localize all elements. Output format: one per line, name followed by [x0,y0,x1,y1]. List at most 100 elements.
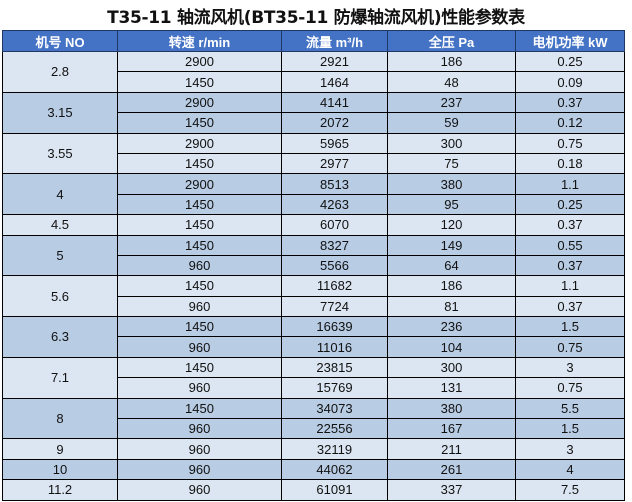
flow-cell: 2921 [281,50,388,73]
pressure-cell: 131 [387,377,516,399]
model-no-cell: 11.2 [2,479,118,501]
speed-cell: 1450 [117,234,282,256]
speed-cell: 1450 [117,356,282,379]
speed-cell: 1450 [117,214,282,236]
flow-cell: 15769 [281,377,388,399]
table-row: 4 2900 8513 380 1.1 [2,173,625,216]
flow-cell: 6070 [281,214,388,236]
pressure-cell: 337 [387,479,516,501]
speed-cell: 960 [117,479,282,501]
flow-cell: 34073 [281,397,388,420]
power-cell: 0.37 [515,254,625,277]
table-row: 1450 1464 48 0.09 [3,71,625,93]
pressure-cell: 380 [387,173,516,195]
speed-cell: 1450 [117,193,282,216]
pressure-cell: 149 [387,234,516,256]
power-cell: 0.37 [515,295,625,318]
speed-cell: 1450 [117,71,282,93]
performance-table: 机号 NO 转速 r/min 流量 m³/h 全压 Pa 电机功率 kW 2.8… [2,30,625,501]
table-row: 11.2 960 61091 337 7.5 [2,479,625,501]
pressure-cell: 186 [387,275,516,297]
power-cell: 0.25 [515,50,625,73]
model-no-cell: 6.3 [2,316,118,358]
power-cell: 1.1 [515,275,625,297]
pressure-cell: 104 [387,336,516,358]
table-row: 960 11016 104 0.75 [3,336,625,358]
power-cell: 7.5 [515,479,625,501]
pressure-cell: 300 [387,356,516,379]
speed-cell: 2900 [117,91,282,114]
speed-cell: 1450 [117,275,282,297]
power-cell: 5.5 [515,397,625,420]
model-no-cell: 4.5 [2,214,118,236]
pressure-cell: 186 [387,50,516,73]
pressure-cell: 59 [387,112,516,134]
power-cell: 0.12 [515,112,625,134]
model-no-cell: 9 [2,438,118,460]
power-cell: 0.18 [515,152,625,175]
speed-cell: 960 [117,418,282,440]
table-row: 3.15 2900 4141 237 0.37 [2,91,625,134]
power-cell: 0.75 [515,377,625,399]
table-row: 2.8 2900 2921 186 0.25 [2,50,625,93]
model-no-cell: 7.1 [2,356,118,399]
power-cell: 0.75 [515,132,625,154]
table-row: 8 1450 34073 380 5.5 [2,397,625,440]
header-model-no: 机号 NO [2,30,118,52]
model-no-cell: 10 [2,458,118,481]
flow-cell: 5965 [281,132,388,154]
header-pressure: 全压 Pa [387,30,516,52]
power-cell: 0.09 [515,71,625,93]
power-cell: 0.25 [515,193,625,216]
power-cell: 3 [515,438,625,460]
pressure-cell: 48 [387,71,516,93]
power-cell: 4 [515,458,625,481]
power-cell: 1.5 [515,316,625,338]
speed-cell: 2900 [117,132,282,154]
model-no-cell: 5 [2,234,118,277]
pressure-cell: 261 [387,458,516,481]
table-row: 7.1 1450 23815 300 3 [2,356,625,399]
model-no-cell: 4 [2,173,118,216]
table-row: 6.3 1450 16639 236 1.5 [2,316,625,358]
table-row: 10 960 44062 261 4 [2,458,625,481]
flow-cell: 32119 [281,438,388,460]
flow-cell: 4141 [281,91,388,114]
speed-cell: 960 [117,336,282,358]
header-power: 电机功率 kW [515,30,625,52]
flow-cell: 4263 [281,193,388,216]
power-cell: 3 [515,356,625,379]
flow-cell: 16639 [281,316,388,338]
header-speed: 转速 r/min [117,30,282,52]
power-cell: 0.55 [515,234,625,256]
speed-cell: 2900 [117,173,282,195]
flow-cell: 2977 [281,152,388,175]
header-flow: 流量 m³/h [281,30,388,52]
table-row: 960 15769 131 0.75 [3,377,625,399]
flow-cell: 11682 [281,275,388,297]
table-row: 5.6 1450 11682 186 1.1 [2,275,625,318]
page-title: T35-11 轴流风机(BT35-11 防爆轴流风机)性能参数表 [107,8,525,28]
pressure-cell: 380 [387,397,516,420]
table-row: 960 7724 81 0.37 [3,295,625,318]
table-row: 960 5566 64 0.37 [3,254,625,277]
speed-cell: 960 [117,438,282,460]
table-row: 5 1450 8327 149 0.55 [2,234,625,277]
power-cell: 1.1 [515,173,625,195]
pressure-cell: 95 [387,193,516,216]
speed-cell: 960 [117,254,282,277]
flow-cell: 1464 [281,71,388,93]
pressure-cell: 64 [387,254,516,277]
speed-cell: 960 [117,377,282,399]
header-row: 机号 NO 转速 r/min 流量 m³/h 全压 Pa 电机功率 kW [2,30,625,52]
speed-cell: 1450 [117,316,282,338]
power-cell: 0.75 [515,336,625,358]
pressure-cell: 211 [387,438,516,460]
flow-cell: 2072 [281,112,388,134]
table-row: 9 960 32119 211 3 [2,438,625,460]
table-row: 1450 4263 95 0.25 [3,193,625,216]
speed-cell: 2900 [117,50,282,73]
speed-cell: 1450 [117,397,282,420]
table-row: 4.5 1450 6070 120 0.37 [2,214,625,236]
pressure-cell: 300 [387,132,516,154]
